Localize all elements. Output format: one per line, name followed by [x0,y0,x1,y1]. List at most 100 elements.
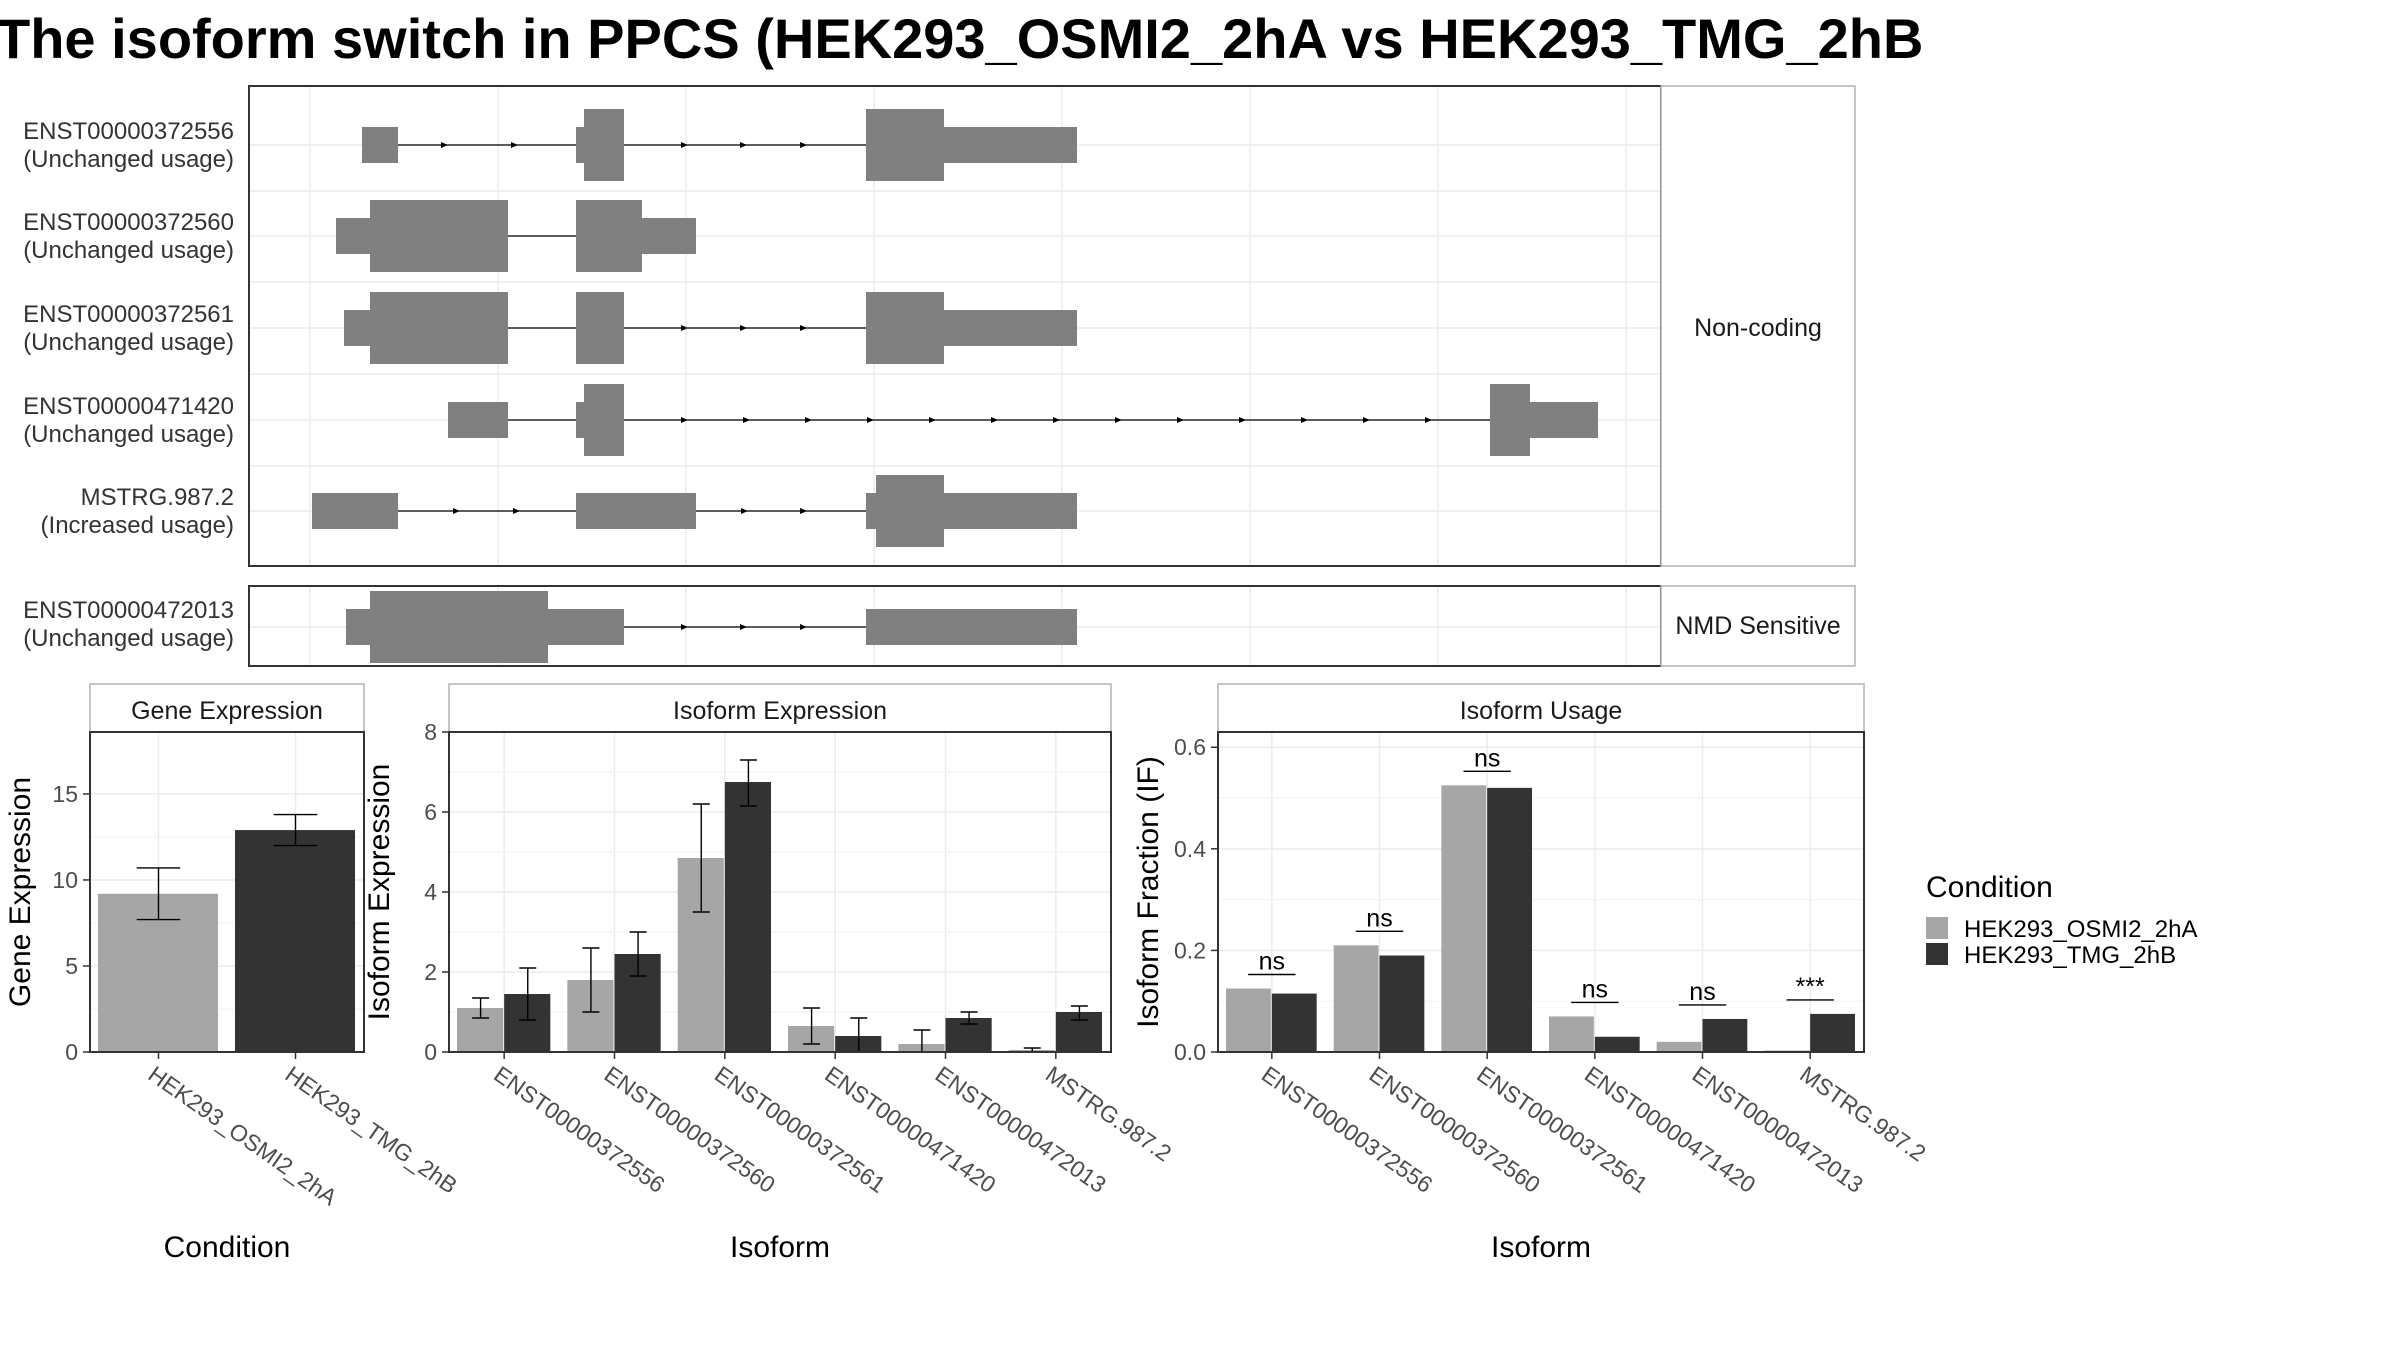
exon-block [576,127,584,163]
intron-arrow [929,417,936,423]
intron-arrow [867,417,874,423]
intron-arrow [741,508,748,514]
intron-arrow [681,142,688,148]
bar [1379,955,1425,1052]
exon-block [370,292,508,364]
bar [1702,1018,1748,1052]
x-axis-title: Isoform [730,1231,830,1264]
y-tick-label: 0.6 [1174,734,1206,760]
panel-strip [89,683,365,733]
transcript-id-label: ENST00000372556 [23,118,234,145]
exon-block [312,493,398,529]
panel-border [89,731,365,1053]
transcript-status-label: (Unchanged usage) [23,146,234,173]
intron-arrow [800,508,807,514]
intron-arrow [1363,417,1370,423]
exon-block [866,292,944,364]
bar [1656,1041,1702,1052]
exon-block [346,609,370,645]
y-tick-label: 0 [424,1039,437,1065]
intron-arrow [441,142,448,148]
exon-block [584,384,624,456]
isoform-expression-chart: Isoform Expression02468ENST00000372556EN… [363,683,1176,1264]
intron-arrow [1115,417,1122,423]
strip-nmd [1660,585,1856,667]
y-tick-label: 0.0 [1174,1039,1206,1065]
transcript-status-label: (Unchanged usage) [23,421,234,448]
transcript-status-label: (Unchanged usage) [23,625,234,652]
legend-label-condition-b: HEK293_TMG_2hB [1964,942,2176,969]
bar [235,830,355,1052]
intron-arrow [453,508,460,514]
bar [1594,1036,1640,1052]
y-tick-label: 0.4 [1174,836,1206,862]
exon-block [576,493,696,529]
bar [1441,785,1487,1052]
intron-arrow [681,417,688,423]
panel-title: Gene Expression [131,697,323,725]
intron-arrow [800,624,807,630]
x-axis-title: Isoform [1491,1231,1591,1264]
y-axis-title: Isoform Expression [363,764,396,1021]
intron-arrow [740,325,747,331]
exon-block [1490,384,1530,456]
exon-block [370,200,508,272]
intron-arrow [681,325,688,331]
legend-swatch-condition-a [1926,917,1948,939]
y-tick-label: 5 [65,953,78,979]
exon-block [576,292,624,364]
y-tick-label: 8 [424,719,437,745]
exon-block [1530,402,1598,438]
exon-block [576,402,584,438]
intron-arrow [991,417,998,423]
significance-label: *** [1796,973,1825,1001]
y-tick-label: 0 [65,1039,78,1065]
legend-label-condition-a: HEK293_OSMI2_2hA [1964,916,2197,943]
panel-strip [448,683,1112,733]
y-tick-label: 15 [52,781,78,807]
isoform-usage-chart: Isoform Usage0.00.20.40.6nsENST000003725… [1132,683,1931,1264]
exon-block [876,475,944,547]
intron-arrow [740,142,747,148]
intron-arrow [805,417,812,423]
intron-arrow [1301,417,1308,423]
bar [1487,787,1532,1052]
panel-title: Isoform Usage [1460,697,1623,725]
exon-block [448,402,508,438]
bar [1333,945,1379,1052]
exon-block [336,218,370,254]
transcript-structure-panels: Non-coding NMD Sensitive ENST00000372556… [23,85,1856,667]
significance-label: ns [1366,904,1392,932]
exon-block [866,609,1077,645]
exon-block [576,200,642,272]
intron-arrow [1425,417,1432,423]
significance-label: ns [1474,744,1500,772]
transcript-status-label: (Unchanged usage) [23,329,234,356]
intron-arrow [743,417,750,423]
transcript-status-label: (Unchanged usage) [23,237,234,264]
exon-block [362,127,398,163]
transcript-id-label: ENST00000372560 [23,209,234,236]
y-axis-title: Gene Expression [4,777,37,1007]
exon-block [642,218,696,254]
group-label-noncoding: Non-coding [1694,314,1822,342]
y-axis-title: Isoform Fraction (IF) [1132,756,1165,1028]
intron-arrow [1177,417,1184,423]
y-tick-label: 4 [424,879,437,905]
panel-strip [1217,683,1865,733]
y-tick-label: 2 [424,959,437,985]
transcript-id-label: ENST00000471420 [23,393,234,420]
y-tick-label: 0.2 [1174,937,1206,963]
intron-arrow [511,142,518,148]
exon-block [944,493,1077,529]
exon-block [944,127,1077,163]
y-tick-label: 10 [52,867,78,893]
panel-title: Isoform Expression [673,697,887,725]
legend-title: Condition [1926,871,2053,904]
exon-block [344,310,370,346]
exon-block [370,591,548,663]
strip-noncoding [1660,85,1856,567]
transcript-id-label: ENST00000472013 [23,597,234,624]
bar [724,782,771,1052]
